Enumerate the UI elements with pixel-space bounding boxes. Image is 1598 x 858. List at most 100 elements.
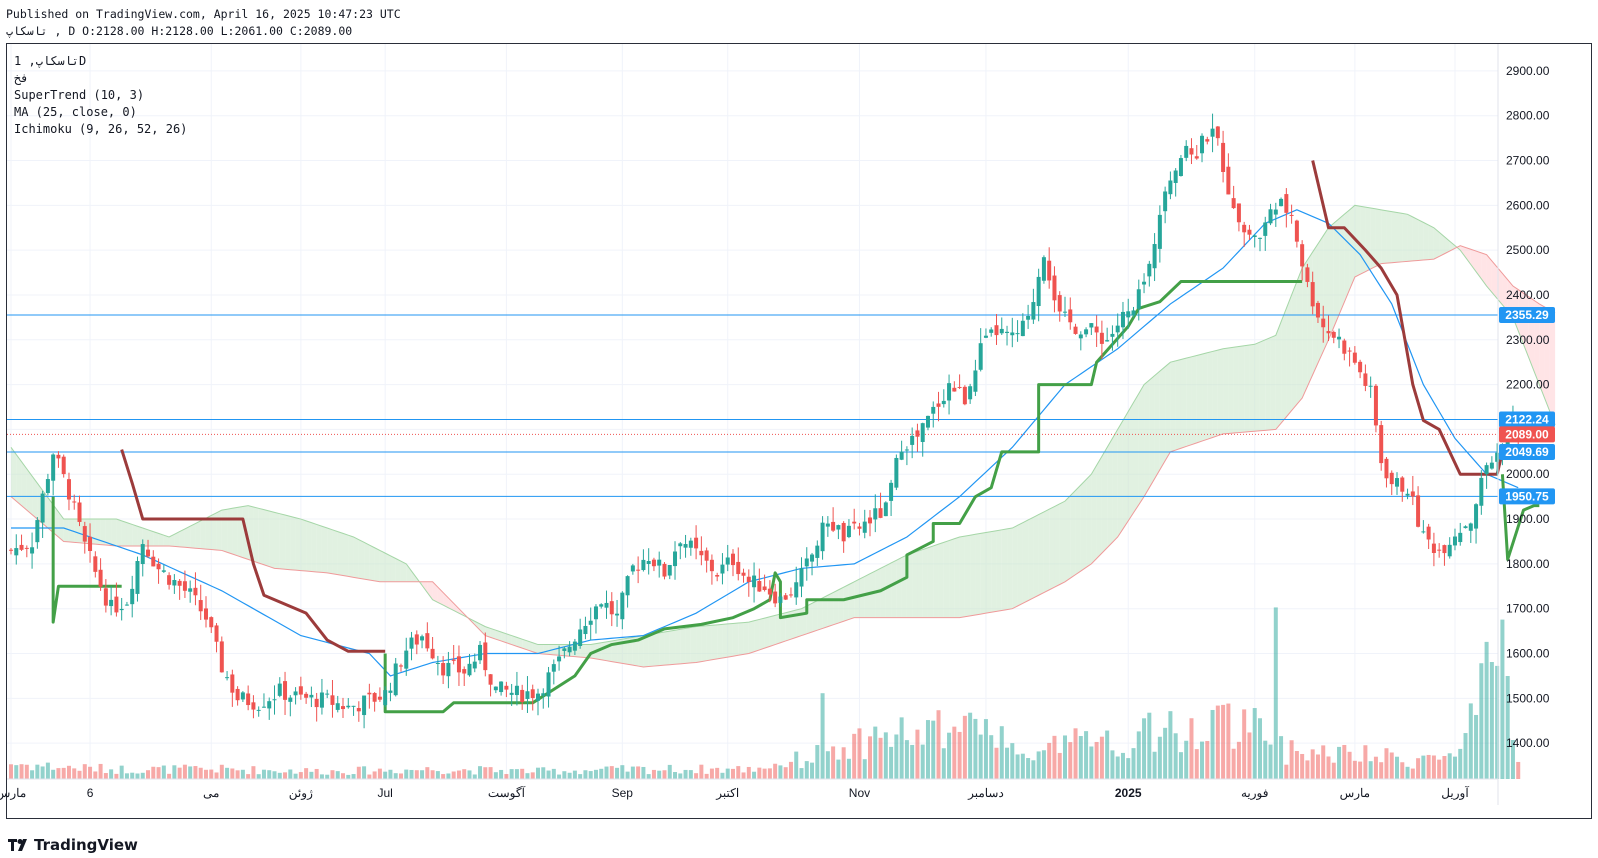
volume-bar bbox=[1326, 756, 1331, 779]
cloud-segment bbox=[885, 562, 892, 618]
candle-body bbox=[1015, 333, 1020, 335]
cloud-segment bbox=[1144, 380, 1150, 497]
cloud-segment bbox=[727, 623, 733, 658]
cloud-segment bbox=[1444, 236, 1450, 254]
cloud-segment bbox=[1117, 420, 1123, 537]
candle-body bbox=[135, 560, 140, 594]
volume-bar bbox=[730, 768, 735, 779]
volume-bar bbox=[1073, 728, 1078, 779]
cloud-segment bbox=[1286, 294, 1292, 417]
cloud-segment bbox=[111, 519, 117, 546]
candle-body bbox=[24, 547, 29, 549]
volume-bar bbox=[156, 767, 161, 779]
candle-body bbox=[1447, 544, 1452, 557]
cloud-segment bbox=[95, 519, 101, 545]
cloud-segment bbox=[1175, 359, 1181, 451]
volume-bar bbox=[1463, 733, 1468, 779]
volume-bar bbox=[831, 746, 836, 779]
cloud-segment bbox=[179, 528, 185, 548]
candle-body bbox=[182, 581, 187, 591]
legend-symbol[interactable]: تاسکاپ, 1D bbox=[14, 54, 87, 68]
volume-bar bbox=[140, 772, 145, 779]
volume-bar bbox=[146, 770, 151, 779]
volume-bar bbox=[214, 772, 219, 779]
cloud-segment bbox=[848, 581, 855, 620]
cloud-segment bbox=[1223, 348, 1229, 434]
volume-bar bbox=[551, 768, 556, 779]
cloud-segment bbox=[279, 513, 286, 570]
candle-body bbox=[198, 600, 203, 612]
cloud-segment bbox=[880, 565, 886, 618]
cloud-segment bbox=[1033, 514, 1039, 598]
volume-bar bbox=[615, 767, 620, 779]
volume-bar bbox=[430, 770, 435, 779]
candle-body bbox=[688, 540, 693, 548]
volume-bar bbox=[567, 772, 572, 779]
cloud-segment bbox=[891, 560, 897, 618]
legend-supertrend[interactable]: SuperTrend (10, 3) bbox=[14, 88, 145, 102]
candle-body bbox=[567, 646, 572, 653]
candle-body bbox=[430, 648, 435, 659]
volume-bar bbox=[151, 766, 156, 779]
legend-ichimoku[interactable]: Ichimoku (9, 26, 52, 26) bbox=[14, 122, 188, 136]
cloud-segment bbox=[1133, 393, 1139, 513]
ma-25-line bbox=[11, 209, 1519, 677]
volume-bar bbox=[1384, 748, 1389, 779]
candle-body bbox=[472, 661, 477, 669]
volume-bar bbox=[983, 719, 988, 779]
candle-body bbox=[272, 699, 277, 701]
volume-bar bbox=[1094, 741, 1099, 779]
candle-body bbox=[388, 690, 393, 693]
price-tick-label: 2600.00 bbox=[1506, 198, 1550, 212]
volume-bar bbox=[1036, 751, 1041, 779]
cloud-segment bbox=[258, 508, 264, 565]
cloud-segment bbox=[1249, 344, 1255, 432]
candle-body bbox=[1416, 495, 1421, 527]
cloud-segment bbox=[1275, 321, 1282, 430]
volume-bar bbox=[1400, 762, 1405, 779]
candle-body bbox=[467, 663, 472, 676]
cloud-segment bbox=[1122, 411, 1129, 529]
volume-bar bbox=[1173, 733, 1178, 779]
candle-body bbox=[1052, 275, 1057, 301]
candle-body bbox=[1452, 536, 1457, 546]
cloud-segment bbox=[1107, 438, 1113, 548]
price-tick-label: 1800.00 bbox=[1506, 557, 1550, 571]
volume-bar bbox=[883, 732, 888, 779]
cloud-segment bbox=[1170, 360, 1176, 452]
cloud-segment bbox=[648, 633, 654, 667]
volume-bar bbox=[846, 758, 851, 779]
volume-bar bbox=[683, 769, 688, 779]
legend-ma[interactable]: MA (25, close, 0) bbox=[14, 105, 137, 119]
volume-bar bbox=[1163, 727, 1168, 779]
volume-bar bbox=[899, 717, 904, 779]
volume-bar bbox=[1273, 607, 1278, 779]
candle-body bbox=[994, 325, 999, 336]
candle-body bbox=[267, 701, 272, 709]
volume-bar bbox=[794, 751, 799, 779]
cloud-segment bbox=[1001, 528, 1008, 611]
cloud-segment bbox=[912, 551, 918, 618]
cloud-segment bbox=[406, 563, 412, 582]
cloud-segment bbox=[263, 509, 270, 567]
cloud-segment bbox=[922, 547, 928, 618]
candle-body bbox=[604, 602, 609, 608]
tradingview-logo[interactable]: TradingView bbox=[8, 836, 138, 854]
volume-bar bbox=[56, 768, 61, 779]
cloud-segment bbox=[211, 512, 217, 550]
volume-bar bbox=[1474, 714, 1479, 779]
volume-bar bbox=[82, 764, 87, 779]
volume-bar bbox=[509, 769, 514, 779]
candle-body bbox=[283, 681, 288, 700]
candle-body bbox=[314, 698, 319, 708]
candle-body bbox=[1131, 310, 1136, 316]
candle-body bbox=[799, 568, 804, 587]
candle-body bbox=[1010, 332, 1015, 336]
volume-bar bbox=[1421, 755, 1426, 779]
volume-bar bbox=[456, 770, 461, 779]
candle-body bbox=[309, 694, 314, 698]
candle-body bbox=[230, 674, 235, 693]
candle-body bbox=[1194, 156, 1199, 159]
